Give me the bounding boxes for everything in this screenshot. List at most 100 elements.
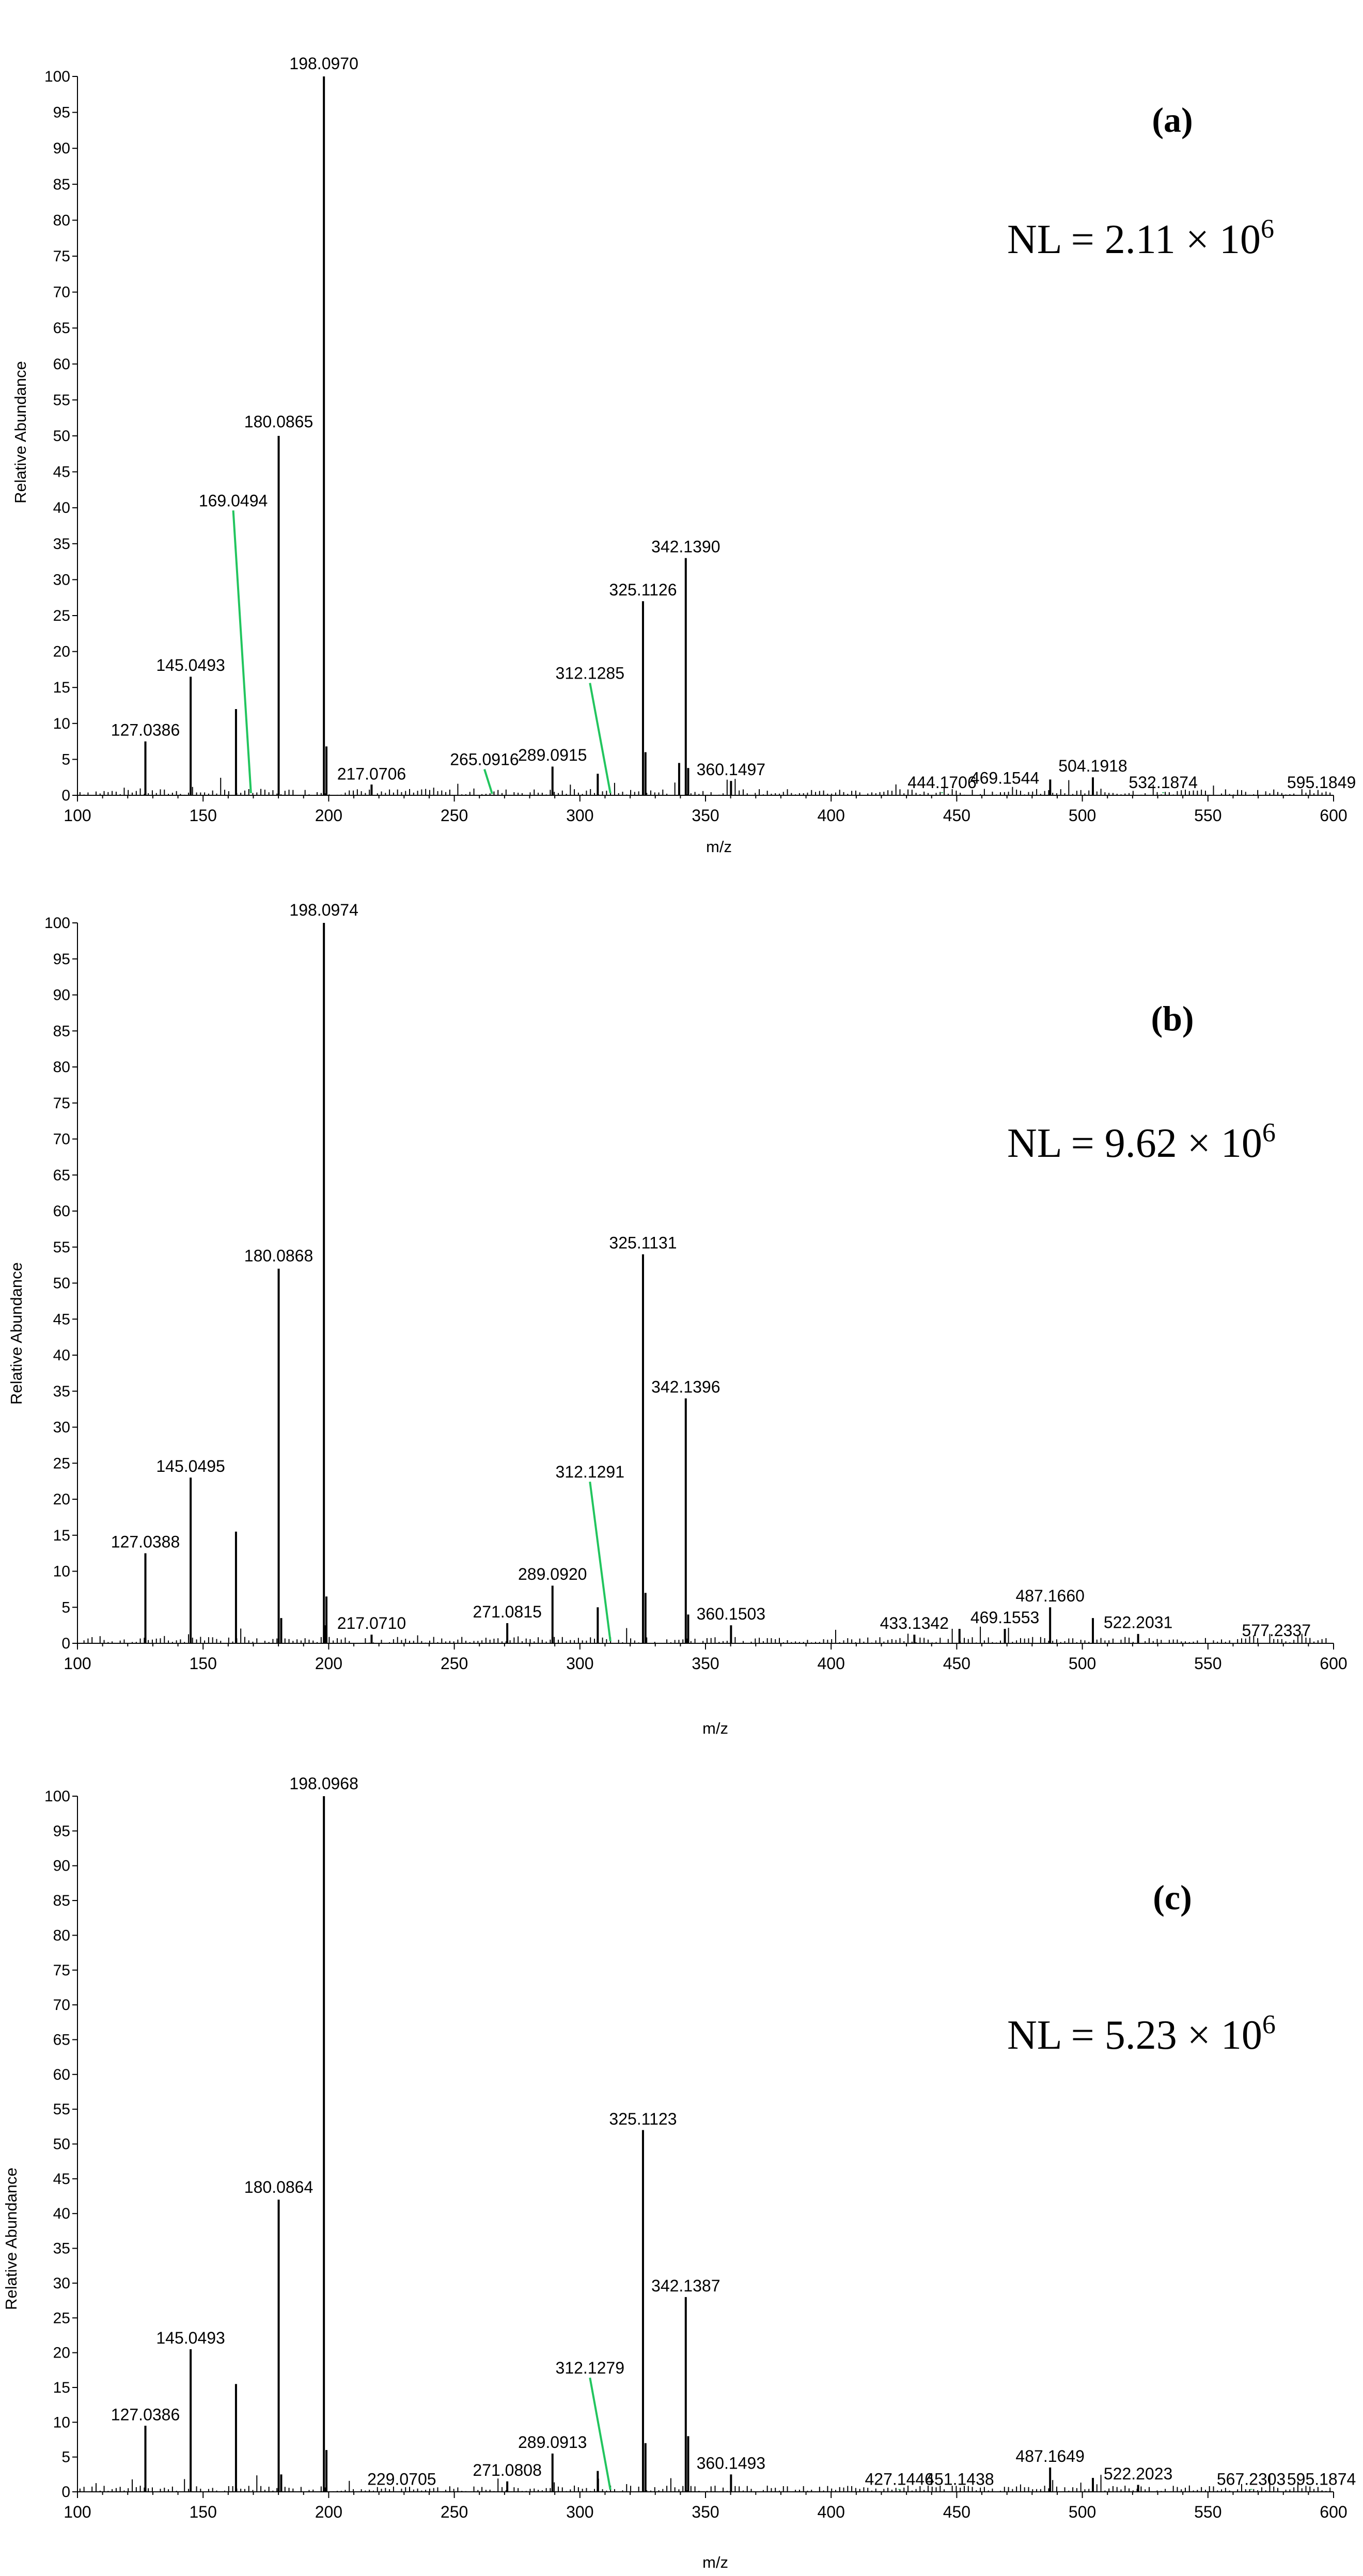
y-tick-label: 0 xyxy=(61,787,70,804)
y-tick-label: 95 xyxy=(53,104,70,121)
normalization-level-text: NL = 2.11 × 106 xyxy=(1007,214,1274,262)
y-tick-label: 0 xyxy=(61,2484,70,2501)
x-tick-label: 350 xyxy=(692,2503,719,2521)
y-tick-label: 50 xyxy=(53,428,70,445)
y-tick-label: 45 xyxy=(53,2171,70,2188)
y-tick-label: 60 xyxy=(53,1203,70,1220)
x-tick-label: 500 xyxy=(1069,2503,1096,2521)
x-tick-label: 300 xyxy=(566,1654,593,1673)
y-tick-label: 70 xyxy=(53,1131,70,1148)
y-tick-label: 30 xyxy=(53,571,70,588)
y-tick-label: 95 xyxy=(53,951,70,968)
peak-label: 325.1126 xyxy=(609,580,677,599)
peak-label: 567.2303 xyxy=(1217,2470,1286,2489)
y-tick-label: 0 xyxy=(61,1635,70,1652)
y-tick-label: 60 xyxy=(53,356,70,373)
y-axis-label: Relative Abundance xyxy=(11,361,29,504)
x-tick-label: 350 xyxy=(692,1654,719,1673)
x-tick-label: 100 xyxy=(64,1654,91,1673)
y-tick-label: 35 xyxy=(53,2240,70,2257)
y-tick-label: 100 xyxy=(44,1788,70,1805)
peak-label: 342.1390 xyxy=(651,538,720,556)
peak-label: 342.1396 xyxy=(651,1378,720,1396)
peak-label: 180.0865 xyxy=(244,412,313,431)
peak-label: 451.1438 xyxy=(925,2470,994,2489)
peak-label-leader xyxy=(232,510,252,793)
y-tick-label: 55 xyxy=(53,391,70,409)
peak-label: 127.0386 xyxy=(111,720,180,739)
peak-label: 145.0493 xyxy=(156,2329,225,2347)
y-tick-label: 90 xyxy=(53,1858,70,1875)
peak-label: 595.1874 xyxy=(1287,2470,1356,2489)
peak-label: 145.0495 xyxy=(156,1457,225,1475)
y-tick-label: 75 xyxy=(53,1962,70,1979)
x-tick-label: 250 xyxy=(441,806,468,825)
peak-label: 469.1553 xyxy=(970,1608,1039,1627)
y-tick-label: 90 xyxy=(53,987,70,1004)
y-axis-label: Relative Abundance xyxy=(7,1262,25,1405)
x-tick-label: 550 xyxy=(1194,2503,1221,2521)
peak-label-leader xyxy=(483,768,493,794)
peak-label: 360.1497 xyxy=(697,760,765,779)
peak-label: 180.0868 xyxy=(244,1247,313,1265)
y-tick-label: 85 xyxy=(53,1023,70,1040)
x-tick-label: 250 xyxy=(441,2503,468,2521)
x-tick-label: 100 xyxy=(64,806,91,825)
peak-label: 577.2337 xyxy=(1242,1621,1311,1640)
peak-label: 504.1918 xyxy=(1058,757,1127,775)
y-tick-label: 45 xyxy=(53,464,70,481)
peak-label: 289.0920 xyxy=(518,1565,587,1583)
x-tick-label: 250 xyxy=(441,1654,468,1673)
peak-label: 217.0706 xyxy=(337,764,406,783)
y-tick-label: 80 xyxy=(53,1927,70,1944)
y-tick-label: 65 xyxy=(53,2031,70,2048)
nl-value: NL = 5.23 × 10 xyxy=(1007,2013,1262,2058)
peak-label: 487.1660 xyxy=(1015,1587,1084,1605)
y-tick-label: 5 xyxy=(61,2449,70,2466)
x-tick-label: 450 xyxy=(943,2503,970,2521)
y-tick-label: 80 xyxy=(53,212,70,229)
x-tick-label: 450 xyxy=(943,1654,970,1673)
peak-label: 180.0864 xyxy=(244,2178,313,2196)
y-tick-label: 25 xyxy=(53,607,70,624)
nl-exponent: 6 xyxy=(1262,2010,1276,2039)
baseline-noise xyxy=(79,2475,1331,2492)
peak-label: 342.1387 xyxy=(651,2276,720,2295)
y-tick-label: 90 xyxy=(53,140,70,157)
baseline-noise xyxy=(79,1625,1331,1643)
x-tick-label: 150 xyxy=(190,806,217,825)
x-tick-label: 450 xyxy=(943,806,970,825)
peak-label: 145.0493 xyxy=(156,656,225,674)
peak-label: 127.0386 xyxy=(111,2405,180,2424)
y-tick-label: 55 xyxy=(53,1239,70,1256)
peak-label: 360.1493 xyxy=(697,2454,765,2473)
x-tick-label: 550 xyxy=(1194,1654,1221,1673)
y-tick-label: 55 xyxy=(53,2101,70,2118)
nl-exponent: 6 xyxy=(1261,214,1274,244)
x-tick-label: 550 xyxy=(1194,806,1221,825)
peak-label: 595.1849 xyxy=(1287,773,1356,792)
y-tick-label: 10 xyxy=(53,1563,70,1580)
x-tick-label: 200 xyxy=(315,806,342,825)
nl-value: NL = 2.11 × 10 xyxy=(1007,217,1261,262)
y-tick-label: 40 xyxy=(53,1347,70,1364)
peak-label: 271.0815 xyxy=(473,1603,541,1621)
y-tick-label: 75 xyxy=(53,248,70,265)
y-axis-label: Relative Abundance xyxy=(2,2167,20,2310)
peak-label: 522.2031 xyxy=(1104,1613,1172,1632)
nl-value: NL = 9.62 × 10 xyxy=(1007,1121,1262,1166)
peak-label: 312.1279 xyxy=(556,2359,624,2377)
y-tick-label: 25 xyxy=(53,1455,70,1472)
x-tick-label: 300 xyxy=(566,806,593,825)
x-tick-label: 500 xyxy=(1069,806,1096,825)
y-tick-label: 40 xyxy=(53,2205,70,2222)
y-tick-label: 65 xyxy=(53,1167,70,1184)
x-tick-label: 400 xyxy=(818,806,845,825)
peak-label-leader xyxy=(589,1481,612,1642)
y-tick-label: 15 xyxy=(53,679,70,696)
peak-label: 289.0913 xyxy=(518,2433,587,2452)
peak-label: 522.2023 xyxy=(1104,2464,1172,2483)
peak-label: 487.1649 xyxy=(1015,2447,1084,2465)
x-tick-label: 150 xyxy=(190,1654,217,1673)
y-tick-label: 5 xyxy=(61,751,70,768)
